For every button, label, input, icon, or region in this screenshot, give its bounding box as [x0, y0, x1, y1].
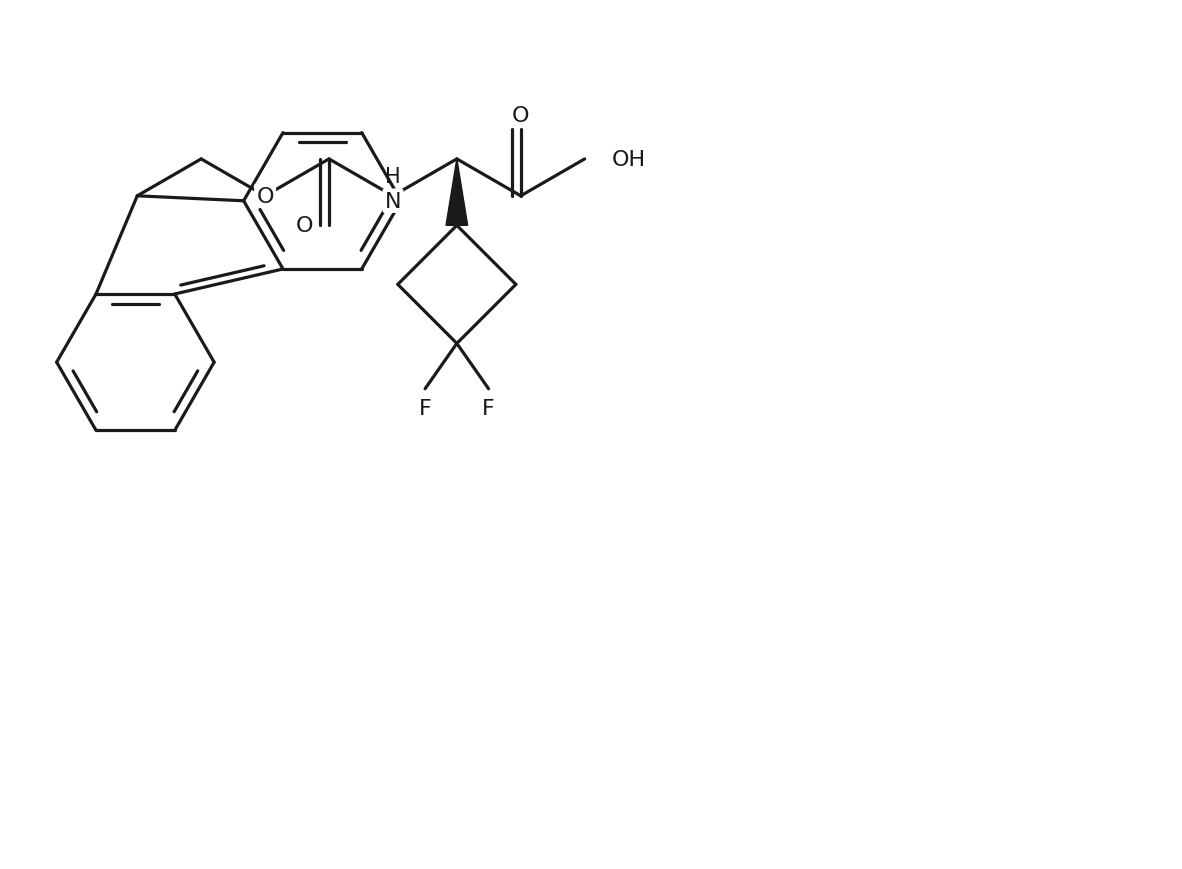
Text: O: O	[256, 187, 274, 207]
Text: F: F	[418, 399, 431, 419]
Text: O: O	[512, 105, 530, 125]
Text: N: N	[384, 191, 401, 211]
Text: H: H	[385, 167, 401, 187]
Text: F: F	[482, 399, 495, 419]
Text: OH: OH	[612, 149, 647, 169]
Text: O: O	[296, 216, 313, 236]
Polygon shape	[446, 160, 468, 226]
